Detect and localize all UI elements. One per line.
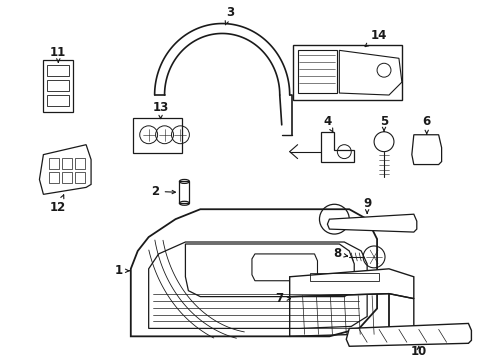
Text: 9: 9	[362, 197, 370, 213]
Bar	[179, 181, 189, 203]
Text: 12: 12	[50, 195, 66, 214]
Bar	[133, 118, 182, 153]
Polygon shape	[327, 214, 416, 232]
Bar	[43, 60, 73, 112]
Text: 5: 5	[379, 115, 387, 131]
Polygon shape	[40, 145, 91, 194]
Text: 2: 2	[151, 185, 175, 198]
Bar	[297, 50, 337, 93]
Bar	[292, 45, 401, 100]
Bar	[75, 172, 85, 183]
Text: 6: 6	[422, 115, 430, 134]
Bar	[47, 80, 69, 91]
Bar	[47, 95, 69, 106]
Polygon shape	[289, 269, 413, 298]
Text: 14: 14	[365, 29, 386, 46]
Bar	[49, 158, 59, 168]
Bar	[75, 158, 85, 168]
Text: 4: 4	[323, 115, 332, 132]
Bar	[47, 65, 69, 76]
Polygon shape	[411, 135, 441, 165]
Text: 1: 1	[115, 264, 129, 277]
Text: 10: 10	[410, 345, 426, 358]
Bar	[62, 172, 72, 183]
Text: 13: 13	[152, 102, 168, 118]
Bar	[62, 158, 72, 168]
Bar	[309, 273, 378, 281]
Bar	[49, 172, 59, 183]
Text: 11: 11	[50, 46, 66, 62]
Polygon shape	[346, 323, 470, 346]
Text: 7: 7	[275, 292, 290, 305]
Text: 8: 8	[332, 247, 347, 260]
Text: 3: 3	[225, 6, 234, 25]
